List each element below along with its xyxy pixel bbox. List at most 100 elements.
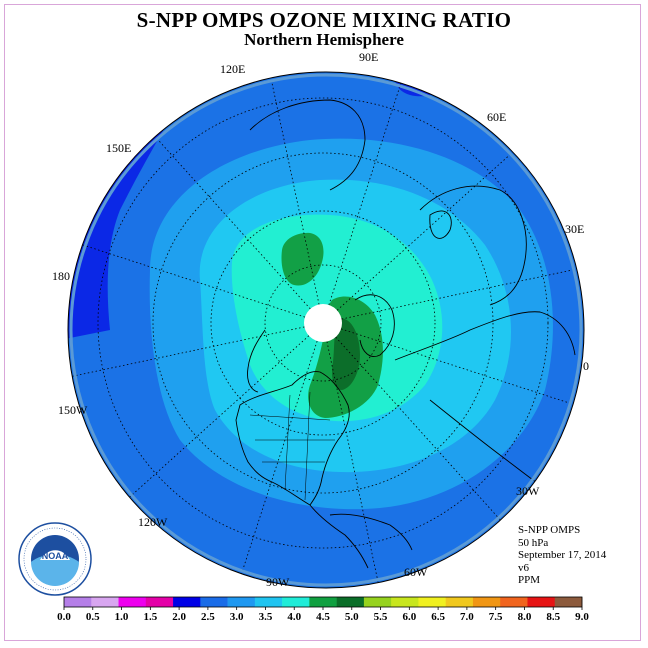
latitude-circle-30 xyxy=(97,97,549,549)
instrument-name: S-NPP OMPS xyxy=(518,524,581,536)
meridian-line xyxy=(336,121,547,311)
colorbar-tick-label: 0.5 xyxy=(86,611,100,623)
meridian-line xyxy=(229,340,318,588)
contour-5.0-5.5 xyxy=(332,318,360,390)
colorbar-swatch xyxy=(145,597,174,607)
meridians xyxy=(68,72,584,588)
colorbar-tick-label: 4.0 xyxy=(287,611,301,623)
europe-coast xyxy=(394,311,576,361)
map-outline xyxy=(67,71,585,589)
colorbar-swatch xyxy=(527,597,556,607)
units: PPM xyxy=(518,574,541,586)
colorbar-tick-label: 9.0 xyxy=(575,611,589,623)
colorbar-tick-label: 2.0 xyxy=(172,611,186,623)
observation-date: September 17, 2014 xyxy=(518,549,607,561)
colorbar-swatch xyxy=(500,597,528,607)
colorbar-tick-label: 8.5 xyxy=(546,611,560,623)
colorbar-swatch xyxy=(445,597,474,607)
us-state-lines xyxy=(249,391,335,501)
colorbar-swatch xyxy=(472,597,501,607)
caribbean-coast xyxy=(329,513,413,551)
meridian-line xyxy=(68,326,305,386)
colorbar-tick-label: 7.0 xyxy=(460,611,474,623)
ozone-field xyxy=(68,72,584,588)
longitude-labels: 90E 60E 30E 0 30W 60W 90W 120W 150W 180 … xyxy=(52,50,589,589)
colorbar-swatch xyxy=(309,597,337,607)
map-subtitle: Northern Hemisphere xyxy=(244,30,404,49)
meridian-line xyxy=(341,260,584,320)
colorbar-tick-label: 6.5 xyxy=(431,611,445,623)
lon-label-120w: 120W xyxy=(138,515,168,529)
colorbar-tick-label: 1.0 xyxy=(115,611,129,623)
colorbar-swatch xyxy=(282,597,310,607)
lon-label-150e: 150E xyxy=(106,141,131,155)
meridian-line xyxy=(335,336,525,547)
colorbar-swatch xyxy=(64,597,92,607)
alaska-coast xyxy=(247,329,266,393)
lon-label-30e: 30E xyxy=(565,222,584,236)
lon-label-0: 0 xyxy=(583,359,589,373)
colorbar-tick-label: 6.0 xyxy=(402,611,416,623)
latitude-circle-45 xyxy=(152,152,494,494)
colorbar-swatch xyxy=(336,597,365,607)
colorbar-swatch xyxy=(118,597,147,607)
map-rim xyxy=(69,73,583,587)
africa-coast xyxy=(429,399,541,486)
colorbar: 0.0 0.5 1.0 1.5 2.0 2.5 3.0 3.5 4.0 4.5 5.0 5.5 6.0 6… xyxy=(57,596,589,623)
colorbar-tick-label: 3.0 xyxy=(230,611,244,623)
lon-label-120e: 120E xyxy=(220,62,245,76)
meridian-line xyxy=(260,72,320,305)
colorbar-swatch xyxy=(227,597,256,607)
asia-coast-north xyxy=(249,99,366,191)
colorbar-swatch xyxy=(173,597,201,607)
caspian-region xyxy=(429,210,452,239)
colorbar-tick-label: 1.5 xyxy=(143,611,157,623)
lon-label-60w: 60W xyxy=(404,565,428,579)
colorbar-swatch xyxy=(418,597,446,607)
contour-4.5-5.0-siberia xyxy=(281,232,324,286)
colorbar-swatch xyxy=(363,597,392,607)
meridian-line xyxy=(121,99,311,310)
colorbar-swatch xyxy=(391,597,419,607)
meridian-line xyxy=(68,229,306,318)
latitude-circle-75 xyxy=(264,264,382,382)
meridian-line xyxy=(328,72,417,306)
noaa-logo: NOAA xyxy=(18,522,92,596)
lon-label-30w: 30W xyxy=(516,484,540,498)
product-version: v6 xyxy=(518,561,529,574)
pressure-level: 50 hPa xyxy=(518,536,549,549)
north-america-coast xyxy=(235,371,350,506)
meridian-line xyxy=(340,328,584,417)
colorbar-tick-label: 5.0 xyxy=(345,611,359,623)
colorbar-tick-label: 0.0 xyxy=(57,611,71,623)
asia-coast-east xyxy=(419,185,527,306)
lon-label-150w: 150W xyxy=(58,403,88,417)
colorbar-tick-label: 8.0 xyxy=(518,611,532,623)
figure-border xyxy=(4,4,641,641)
lon-label-60e: 60E xyxy=(487,110,506,124)
central-america-coast xyxy=(309,504,369,569)
colorbar-tick-label: 7.5 xyxy=(489,611,503,623)
graticule xyxy=(68,72,584,588)
colorbar-swatch xyxy=(200,597,228,607)
colorbar-tick-label: 3.5 xyxy=(259,611,273,623)
colorbar-swatch xyxy=(254,597,283,607)
colorbar-tick-label: 4.5 xyxy=(316,611,330,623)
missing-data-pole xyxy=(304,304,342,342)
colorbar-tick-label: 2.5 xyxy=(201,611,215,623)
meridian-line xyxy=(326,341,386,588)
meridian-line xyxy=(99,335,310,525)
lon-label-90w: 90W xyxy=(266,575,290,589)
colorbar-swatch xyxy=(554,597,583,607)
greenland-coast xyxy=(354,294,395,357)
coastlines xyxy=(235,99,576,569)
map-title: S-NPP OMPS OZONE MIXING RATIO xyxy=(136,8,512,32)
colorbar-swatch xyxy=(91,597,119,607)
lon-label-90e: 90E xyxy=(359,50,378,64)
colorbar-tick-label: 5.5 xyxy=(374,611,388,623)
latitude-circle-60 xyxy=(210,210,436,436)
logo-text: NOAA xyxy=(42,551,69,561)
lon-label-180: 180 xyxy=(52,269,70,283)
